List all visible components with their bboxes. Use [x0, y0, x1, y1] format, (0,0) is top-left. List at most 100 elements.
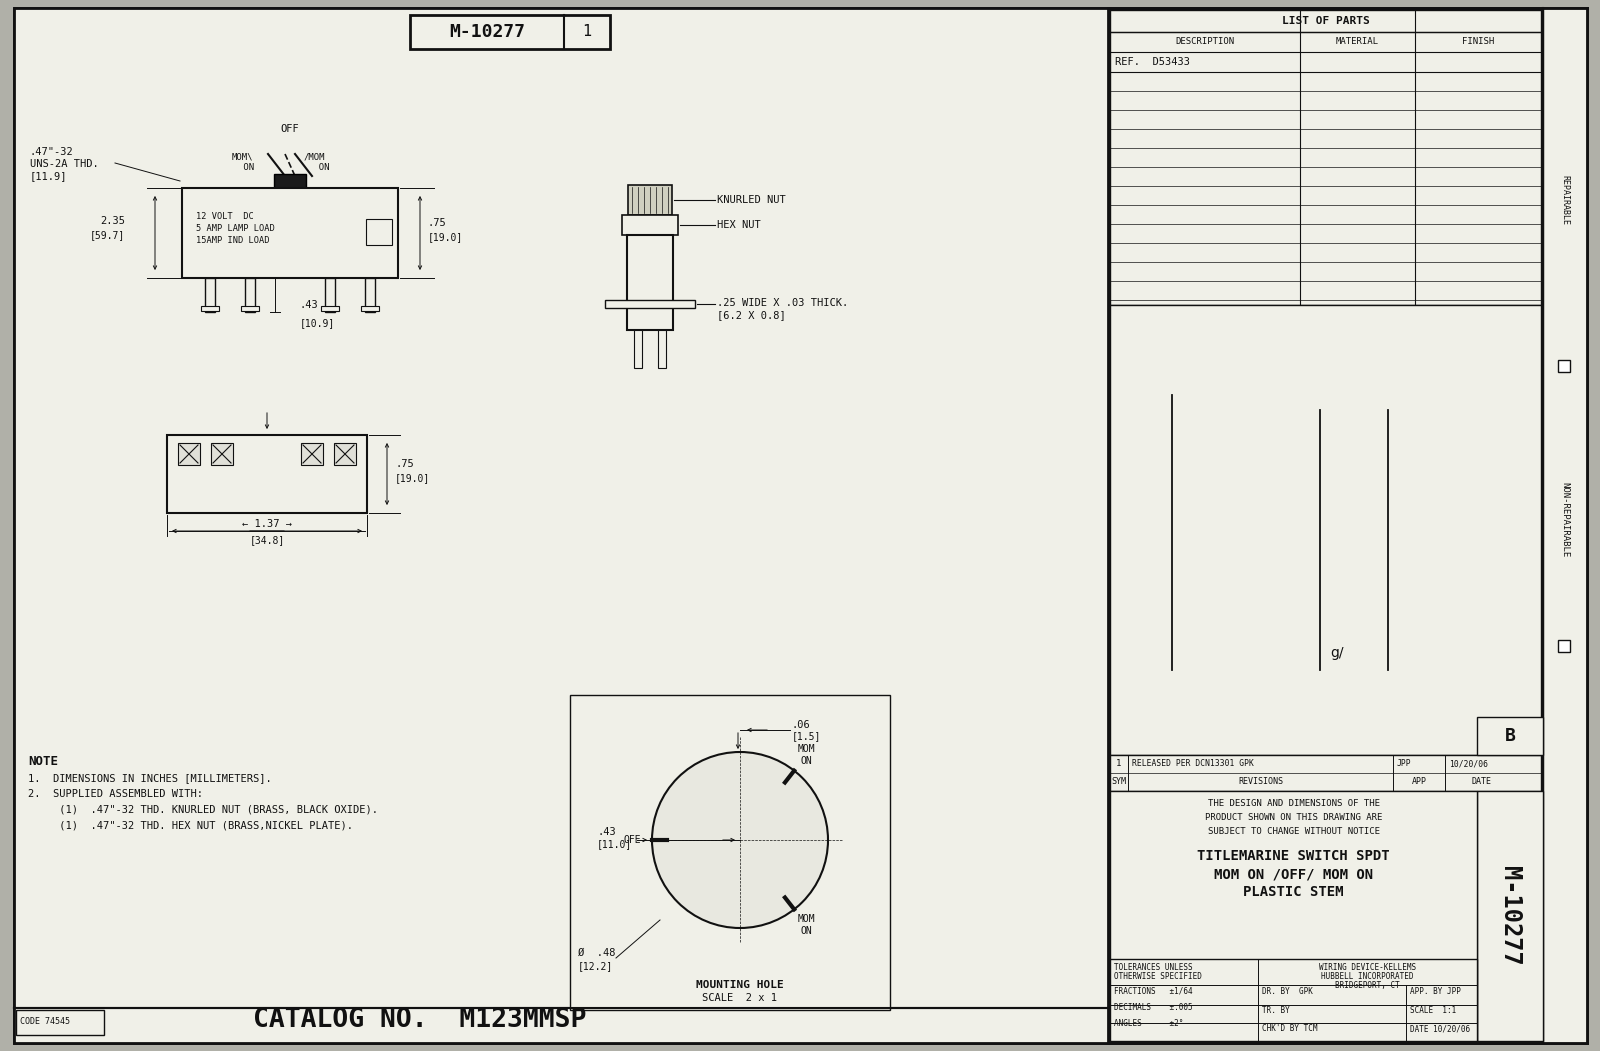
Text: (1)  .47"-32 THD. KNURLED NUT (BRASS, BLACK OXIDE).: (1) .47"-32 THD. KNURLED NUT (BRASS, BLA…	[29, 805, 378, 815]
Text: /MOM: /MOM	[304, 152, 325, 161]
Text: 2.35: 2.35	[99, 217, 125, 226]
Text: MATERIAL: MATERIAL	[1336, 38, 1379, 46]
Bar	[1558, 360, 1570, 372]
Text: [59.7]: [59.7]	[90, 230, 125, 240]
Text: [12.2]: [12.2]	[578, 961, 613, 971]
Text: M-10277: M-10277	[450, 23, 525, 41]
Text: MOUNTING HOLE: MOUNTING HOLE	[696, 980, 784, 990]
Text: TITLEMARINE SWITCH SPDT: TITLEMARINE SWITCH SPDT	[1197, 849, 1390, 863]
Text: JPP: JPP	[1397, 760, 1411, 768]
Text: NON-REPAIRABLE: NON-REPAIRABLE	[1560, 482, 1570, 558]
Text: DATE 10/20/06: DATE 10/20/06	[1410, 1024, 1470, 1033]
Bar	[14, 8, 1107, 1043]
Text: REVISIONS: REVISIONS	[1238, 778, 1283, 786]
Bar	[178, 444, 200, 465]
Bar	[1477, 717, 1542, 755]
Bar	[166, 435, 366, 513]
Bar	[211, 444, 234, 465]
Text: UNS-2A THD.: UNS-2A THD.	[30, 159, 99, 169]
Text: HEX NUT: HEX NUT	[717, 220, 760, 230]
Text: .47"-32: .47"-32	[30, 147, 74, 157]
Bar	[245, 279, 254, 312]
Circle shape	[248, 472, 262, 486]
Text: APP: APP	[1411, 778, 1427, 786]
Text: ON: ON	[307, 163, 330, 172]
Bar	[202, 306, 219, 311]
Bar	[325, 279, 334, 312]
Circle shape	[272, 472, 286, 486]
Text: Ø  .48: Ø .48	[578, 948, 616, 959]
Text: KNURLED NUT: KNURLED NUT	[717, 195, 786, 205]
Text: RELEASED PER DCN13301 GPK: RELEASED PER DCN13301 GPK	[1133, 760, 1254, 768]
Text: DATE: DATE	[1470, 778, 1491, 786]
Text: SCALE  2 x 1: SCALE 2 x 1	[702, 993, 778, 1003]
Bar	[1558, 640, 1570, 652]
Bar	[16, 1010, 104, 1035]
Text: MOM ON /OFF/ MOM ON: MOM ON /OFF/ MOM ON	[1214, 867, 1373, 881]
Bar	[205, 279, 214, 312]
Text: CODE 74545: CODE 74545	[19, 1017, 70, 1027]
Text: 1.  DIMENSIONS IN INCHES [MILLIMETERS].: 1. DIMENSIONS IN INCHES [MILLIMETERS].	[29, 772, 272, 783]
Bar	[410, 15, 610, 49]
Text: CHK'D BY TCM: CHK'D BY TCM	[1262, 1024, 1317, 1033]
Bar	[605, 300, 694, 308]
Bar	[622, 215, 678, 235]
Text: FINISH: FINISH	[1462, 38, 1494, 46]
Text: g/: g/	[1330, 646, 1344, 660]
Bar	[301, 444, 323, 465]
Text: B: B	[1504, 727, 1515, 745]
Text: .06: .06	[792, 720, 811, 730]
Text: MOM
ON: MOM ON	[798, 744, 816, 766]
Bar	[1477, 791, 1542, 1040]
Bar	[1110, 305, 1541, 755]
Bar	[362, 306, 379, 311]
Text: [1.5]: [1.5]	[792, 731, 821, 741]
Text: 15AMP IND LOAD: 15AMP IND LOAD	[195, 236, 269, 245]
Bar	[1110, 791, 1477, 1040]
Text: 1: 1	[1117, 760, 1122, 768]
Text: 5 AMP LAMP LOAD: 5 AMP LAMP LOAD	[195, 224, 275, 233]
Bar	[1110, 959, 1477, 1040]
Text: [34.8]: [34.8]	[250, 535, 285, 545]
Text: .75: .75	[429, 218, 446, 228]
Text: SUBJECT TO CHANGE WITHOUT NOTICE: SUBJECT TO CHANGE WITHOUT NOTICE	[1208, 827, 1379, 836]
Text: ON: ON	[238, 163, 254, 172]
Text: BRIDGEPORT, CT: BRIDGEPORT, CT	[1334, 981, 1400, 990]
Text: TR. BY: TR. BY	[1262, 1006, 1290, 1015]
Text: CATALOG NO.  M123MMSP: CATALOG NO. M123MMSP	[253, 1007, 587, 1033]
Text: 2.  SUPPLIED ASSEMBLED WITH:: 2. SUPPLIED ASSEMBLED WITH:	[29, 789, 203, 799]
Bar	[334, 444, 355, 465]
Text: [11.9]: [11.9]	[30, 171, 67, 181]
Text: ANGLES      ±2°: ANGLES ±2°	[1114, 1019, 1184, 1028]
Text: PLASTIC STEM: PLASTIC STEM	[1243, 885, 1344, 899]
Text: M-10277: M-10277	[1498, 866, 1522, 966]
Bar	[365, 279, 374, 312]
Text: [10.9]: [10.9]	[301, 318, 336, 328]
Text: ← 1.37 →: ← 1.37 →	[242, 519, 291, 529]
Text: (1)  .47"-32 THD. HEX NUT (BRASS,NICKEL PLATE).: (1) .47"-32 THD. HEX NUT (BRASS,NICKEL P…	[29, 821, 354, 831]
Text: OTHERWISE SPECIFIED: OTHERWISE SPECIFIED	[1114, 972, 1202, 981]
Text: MOM
ON: MOM ON	[798, 914, 816, 935]
Bar	[570, 695, 890, 1010]
Text: SCALE  1:1: SCALE 1:1	[1410, 1006, 1456, 1015]
Text: [19.0]: [19.0]	[429, 232, 464, 242]
Text: NOTE: NOTE	[29, 755, 58, 768]
Text: REF.  D53433: REF. D53433	[1115, 57, 1190, 67]
Text: FRACTIONS   ±1/64: FRACTIONS ±1/64	[1114, 987, 1192, 996]
Bar	[627, 185, 672, 215]
Text: .25 WIDE X .03 THICK.
[6.2 X 0.8]: .25 WIDE X .03 THICK. [6.2 X 0.8]	[717, 298, 848, 320]
Text: WIRING DEVICE-KELLEMS: WIRING DEVICE-KELLEMS	[1318, 963, 1416, 972]
Text: .75: .75	[395, 459, 414, 469]
Text: OFE: OFE	[622, 834, 642, 845]
Bar	[658, 330, 666, 368]
Text: .43: .43	[301, 300, 318, 310]
Text: 1: 1	[582, 24, 592, 40]
Text: DECIMALS    ±.005: DECIMALS ±.005	[1114, 1003, 1192, 1012]
Bar	[634, 330, 642, 368]
Text: 10/20/06: 10/20/06	[1450, 760, 1488, 768]
Bar	[182, 188, 398, 279]
Bar	[274, 174, 306, 188]
Text: .43: .43	[597, 827, 616, 837]
Text: DESCRIPTION: DESCRIPTION	[1176, 38, 1235, 46]
Circle shape	[653, 753, 829, 928]
